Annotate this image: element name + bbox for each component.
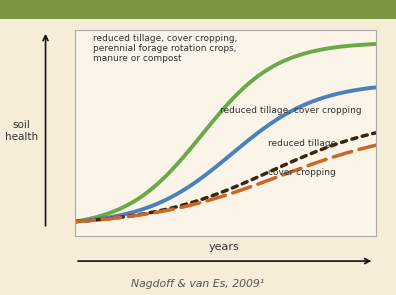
Text: years: years bbox=[208, 242, 239, 252]
Text: reduced tillage: reduced tillage bbox=[268, 139, 336, 148]
Text: reduced tillage, cover cropping: reduced tillage, cover cropping bbox=[220, 106, 361, 115]
Text: cover cropping: cover cropping bbox=[268, 168, 335, 177]
Text: reduced tillage, cover cropping,
perennial forage rotation crops,
manure or comp: reduced tillage, cover cropping, perenni… bbox=[93, 34, 238, 63]
Text: Nagdoff & van Es, 2009¹: Nagdoff & van Es, 2009¹ bbox=[131, 279, 265, 289]
Text: soil
health: soil health bbox=[5, 120, 38, 142]
